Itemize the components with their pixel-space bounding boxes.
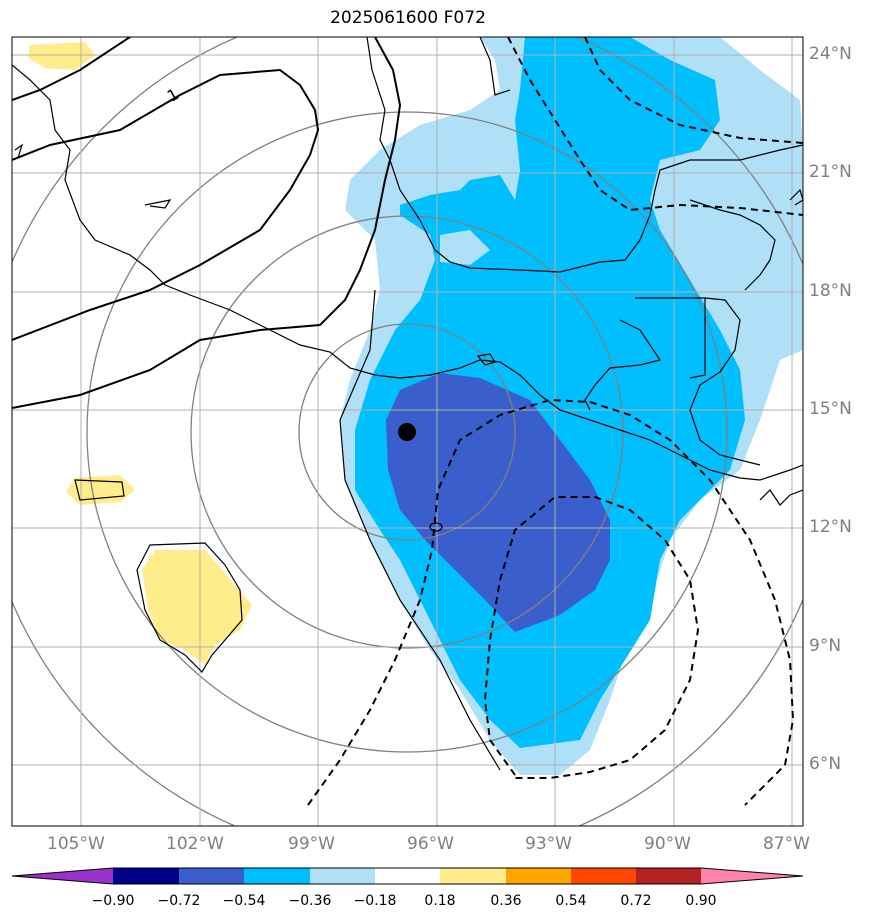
colorbar-seg	[375, 868, 440, 884]
gridlines	[12, 37, 803, 826]
colorbar-seg	[571, 868, 636, 884]
colorbar-tick: 0.54	[555, 893, 587, 909]
lat-label-18n: 18°N	[809, 281, 852, 301]
map-frame	[11, 36, 804, 827]
yellow-patch-sw	[142, 550, 252, 665]
colorbar-seg	[440, 868, 506, 884]
colorbar	[11, 867, 804, 885]
colorbar-tick: −0.72	[157, 893, 201, 909]
sky-blue-region	[355, 37, 745, 748]
colorbar-tick: 0.72	[620, 893, 652, 909]
colorbar-outline	[11, 867, 804, 885]
lon-label-99w: 99°W	[288, 834, 335, 854]
lat-label-21n: 21°N	[809, 162, 852, 182]
yellow-patch-mid	[66, 475, 135, 505]
colorbar-seg	[179, 868, 244, 884]
colorbar-seg	[506, 868, 571, 884]
colorbar-seg	[113, 868, 179, 884]
lat-label-12n: 12°N	[809, 517, 852, 537]
lat-label-6n: 6°N	[809, 754, 842, 774]
lon-label-96w: 96°W	[407, 834, 454, 854]
colorbar-tick: −0.54	[222, 893, 266, 909]
lat-label-9n: 9°N	[809, 636, 842, 656]
colorbar-tick: 0.36	[490, 893, 522, 909]
lat-label-15n: 15°N	[809, 399, 852, 419]
coastlines	[12, 37, 803, 771]
sky-blue-hole	[440, 230, 490, 265]
dashed-contours	[307, 37, 803, 806]
yellow-patch-ne	[28, 42, 95, 70]
colorbar-tick: 0.90	[685, 893, 717, 909]
lat-label-24n: 24°N	[809, 44, 852, 64]
colorbar-seg	[244, 868, 310, 884]
range-rings	[12, 37, 803, 826]
colorbar-tick: −0.18	[353, 893, 397, 909]
lon-label-90w: 90°W	[644, 834, 691, 854]
colorbar-seg	[310, 868, 375, 884]
colorbar-tick: −0.36	[288, 893, 332, 909]
lon-label-87w: 87°W	[763, 834, 810, 854]
solid-contours	[12, 37, 402, 409]
lon-label-102w: 102°W	[166, 834, 224, 854]
colorbar-tick: −0.90	[91, 893, 135, 909]
colorbar-high-extend	[701, 868, 803, 884]
map-plot-area: 1	[12, 37, 803, 826]
colorbar-seg	[636, 868, 701, 884]
royal-blue-region	[386, 373, 610, 632]
colorbar-low-extend	[12, 868, 113, 884]
map-title: 2025061600 F072	[330, 8, 486, 28]
lon-label-93w: 93°W	[525, 834, 572, 854]
lon-label-105w: 105°W	[47, 834, 105, 854]
colorbar-tick: 0.18	[424, 893, 456, 909]
storm-center-marker	[398, 423, 416, 441]
